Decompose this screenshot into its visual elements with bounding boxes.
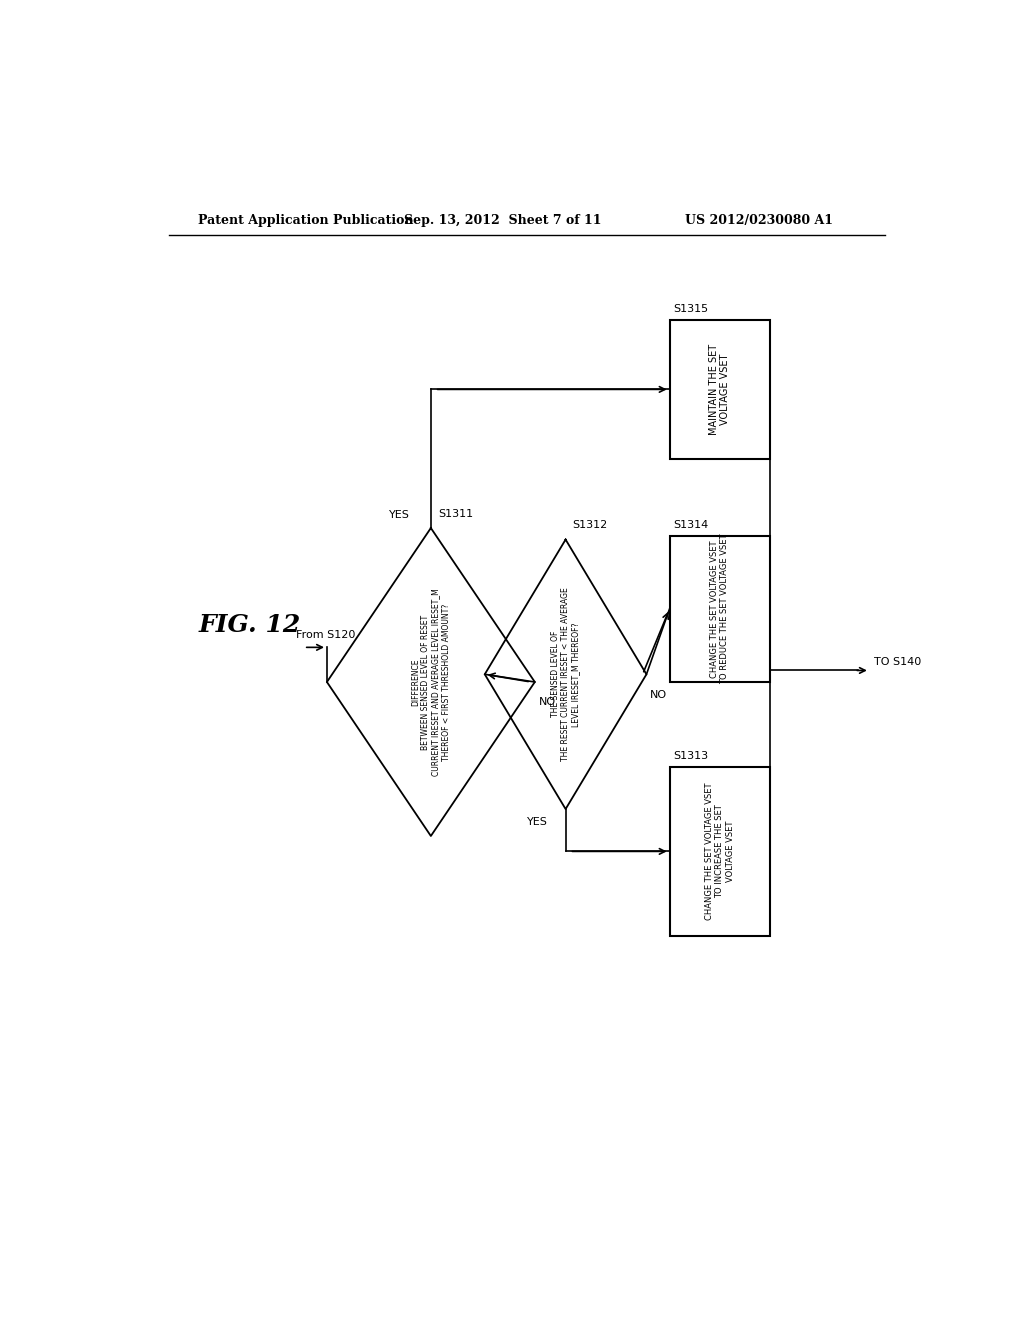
Text: MAINTAIN THE SET
VOLTAGE VSET: MAINTAIN THE SET VOLTAGE VSET [709,343,730,436]
Text: THE SENSED LEVEL OF
THE RESET CURRENT IRESET < THE AVERAGE
LEVEL IRESET_M THEREO: THE SENSED LEVEL OF THE RESET CURRENT IR… [551,587,581,762]
Text: NO: NO [539,697,556,708]
Text: CHANGE THE SET VOLTAGE VSET
TO REDUCE THE SET VOLTAGE VSET: CHANGE THE SET VOLTAGE VSET TO REDUCE TH… [710,533,729,684]
Text: S1314: S1314 [674,520,709,529]
Text: US 2012/0230080 A1: US 2012/0230080 A1 [685,214,833,227]
Text: TO S140: TO S140 [873,656,921,667]
Bar [670,321,770,459]
Text: NO: NO [650,689,668,700]
Text: S1311: S1311 [438,508,474,519]
Text: S1312: S1312 [571,520,607,531]
Text: Sep. 13, 2012  Sheet 7 of 11: Sep. 13, 2012 Sheet 7 of 11 [403,214,601,227]
Text: S1315: S1315 [674,304,709,314]
Text: YES: YES [388,511,410,520]
Bar [670,767,770,936]
Text: YES: YES [527,817,548,826]
Text: CHANGE THE SET VOLTAGE VSET
TO INCREASE THE SET
VOLTAGE VSET: CHANGE THE SET VOLTAGE VSET TO INCREASE … [705,783,734,920]
Text: S1313: S1313 [674,751,709,760]
Text: From S120: From S120 [296,630,355,640]
Bar [670,536,770,682]
Text: DIFFERENCE
BETWEEN SENSED LEVEL OF RESET
CURRENT IRESET AND AVERAGE LEVEL IRESET: DIFFERENCE BETWEEN SENSED LEVEL OF RESET… [411,589,451,776]
Text: FIG. 12: FIG. 12 [199,612,301,636]
Text: Patent Application Publication: Patent Application Publication [199,214,414,227]
